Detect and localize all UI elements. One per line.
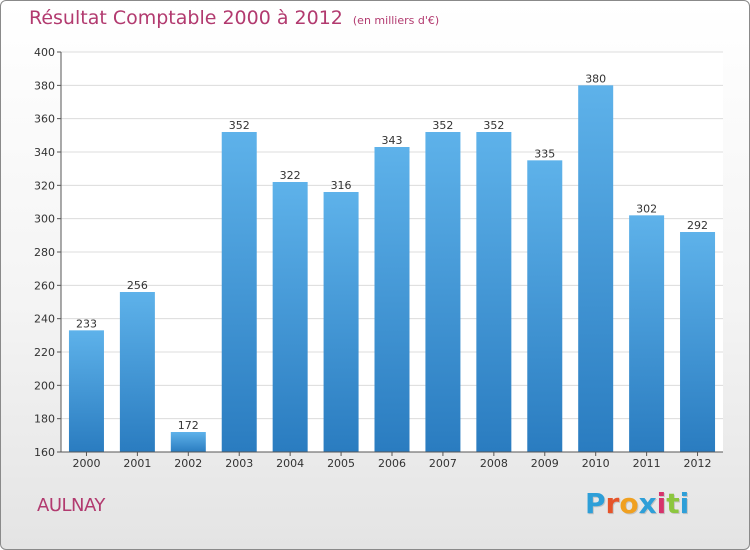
logo-letter: i	[679, 487, 690, 520]
x-tick-label-2012: 2012	[684, 457, 712, 470]
bar-2011	[629, 215, 665, 452]
bar-2002	[170, 432, 206, 452]
x-tick-label-2008: 2008	[480, 457, 508, 470]
bar-2012	[680, 232, 716, 452]
chart-title-text: Résultat Comptable 2000 à 2012	[29, 7, 343, 29]
value-label-2001: 256	[127, 279, 148, 292]
y-tick-label: 380	[34, 79, 55, 92]
x-tick-label-2007: 2007	[429, 457, 457, 470]
x-tick-label-2005: 2005	[327, 457, 355, 470]
bar-2005	[323, 192, 359, 452]
y-tick-label: 280	[34, 246, 55, 259]
value-label-2006: 343	[382, 134, 403, 147]
commune-name: AULNAY	[37, 495, 105, 516]
logo-letter: x	[638, 487, 657, 520]
y-tick-label: 360	[34, 113, 55, 126]
bar-2003	[221, 132, 257, 452]
x-tick-label-2011: 2011	[633, 457, 661, 470]
chart-subtitle: (en milliers d'€)	[352, 14, 440, 27]
y-tick-label: 180	[34, 413, 55, 426]
bar-2010	[578, 85, 614, 452]
x-tick-label-2003: 2003	[225, 457, 253, 470]
value-label-2003: 352	[229, 119, 250, 132]
value-label-2010: 380	[585, 72, 606, 85]
x-tick-label-2004: 2004	[276, 457, 304, 470]
x-tick-label-2001: 2001	[123, 457, 151, 470]
logo-letter: i	[656, 487, 667, 520]
y-tick-label: 320	[34, 179, 55, 192]
x-tick-label-2006: 2006	[378, 457, 406, 470]
x-tick-label-2010: 2010	[582, 457, 610, 470]
value-label-2000: 233	[76, 317, 97, 330]
value-label-2005: 316	[331, 179, 352, 192]
value-label-2002: 172	[178, 419, 199, 432]
x-tick-label-2002: 2002	[174, 457, 202, 470]
bar-2006	[374, 147, 410, 452]
logo-letter: r	[605, 487, 620, 520]
bar-2004	[272, 182, 308, 452]
y-tick-label: 260	[34, 279, 55, 292]
x-tick-label-2000: 2000	[72, 457, 100, 470]
logo-letter: P	[585, 487, 606, 520]
value-label-2008: 352	[483, 119, 504, 132]
logo-letter: o	[619, 487, 639, 520]
value-label-2004: 322	[280, 169, 301, 182]
y-tick-label: 220	[34, 346, 55, 359]
value-label-2009: 335	[534, 147, 555, 160]
value-label-2011: 302	[636, 202, 657, 215]
bar-2008	[476, 132, 512, 452]
value-label-2012: 292	[687, 219, 708, 232]
x-tick-label-2009: 2009	[531, 457, 559, 470]
value-label-2007: 352	[432, 119, 453, 132]
bar-2009	[527, 160, 563, 453]
y-tick-label: 400	[34, 46, 55, 59]
y-tick-label: 300	[34, 213, 55, 226]
logo-letter: t	[666, 487, 680, 520]
bar-2007	[425, 132, 461, 452]
bar-2001	[119, 292, 155, 452]
chart-title: Résultat Comptable 2000 à 2012 (en millie…	[29, 7, 439, 29]
y-tick-label: 340	[34, 146, 55, 159]
proxiti-logo: Proxiti	[585, 487, 689, 520]
bar-2000	[68, 330, 104, 452]
y-tick-label: 240	[34, 313, 55, 326]
y-tick-label: 160	[34, 446, 55, 459]
y-tick-label: 200	[34, 379, 55, 392]
